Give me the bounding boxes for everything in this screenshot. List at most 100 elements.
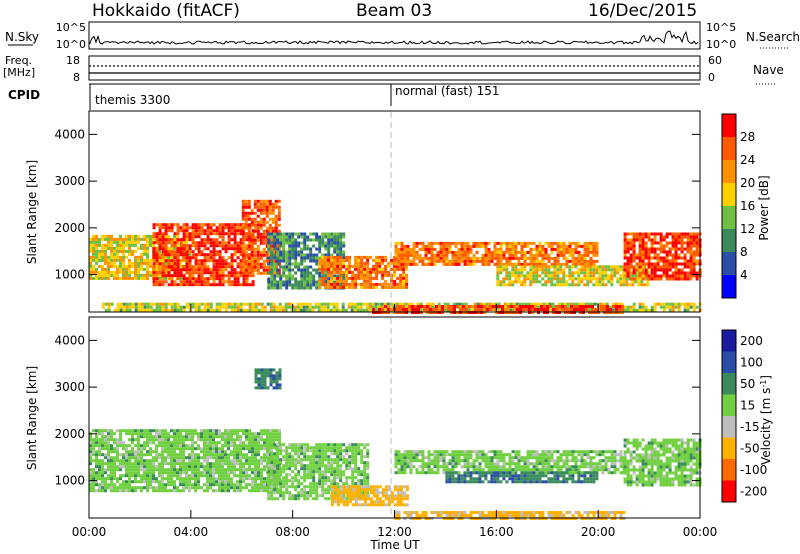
echo-cell	[321, 264, 325, 268]
echo-cell	[538, 247, 542, 251]
echo-cell	[185, 244, 189, 248]
echo-cell	[677, 277, 681, 281]
echo-cell	[230, 465, 233, 469]
echo-cell	[101, 243, 104, 247]
echo-cell	[570, 308, 573, 311]
echo-cell	[279, 274, 283, 278]
echo-cell	[218, 453, 221, 457]
echo-cell	[116, 273, 119, 277]
echo-cell	[274, 217, 278, 221]
echo-cell	[496, 265, 500, 269]
echo-cell	[300, 259, 304, 263]
echo-cell	[291, 277, 295, 281]
echo-cell	[263, 305, 267, 309]
echo-cell	[513, 308, 516, 311]
echo-cell	[146, 465, 149, 469]
echo-cell	[185, 271, 189, 275]
echo-cell	[508, 253, 512, 257]
echo-cell	[303, 232, 307, 236]
echo-cell	[182, 477, 185, 481]
echo-cell	[638, 302, 642, 306]
echo-cell	[538, 250, 542, 254]
echo-cell	[149, 308, 153, 312]
echo-cell	[215, 477, 218, 481]
echo-cell	[415, 241, 419, 245]
echo-cell	[182, 238, 186, 242]
echo-cell	[330, 273, 334, 277]
echo-cell	[439, 244, 443, 248]
echo-cell	[354, 282, 358, 286]
echo-cell	[95, 483, 98, 487]
echo-cell	[556, 268, 560, 272]
echo-cell	[665, 235, 669, 239]
echo-cell	[185, 468, 188, 472]
echo-cell	[586, 283, 590, 287]
echo-cell	[113, 308, 117, 312]
echo-cell	[595, 283, 599, 287]
echo-cell	[689, 265, 693, 269]
echo-cell	[263, 444, 266, 448]
echo-cell	[418, 247, 422, 251]
echo-cell	[194, 259, 198, 263]
echo-cell	[393, 270, 397, 274]
echo-cell	[593, 302, 597, 306]
echo-cell	[239, 429, 242, 433]
echo-cell	[92, 240, 95, 244]
echo-cell	[288, 458, 292, 462]
echo-cell	[273, 256, 277, 260]
echo-cell	[689, 262, 693, 266]
echo-cell	[520, 250, 524, 254]
echo-cell	[140, 453, 143, 457]
echo-cell	[360, 261, 364, 265]
echo-cell	[378, 258, 382, 262]
echo-cell	[516, 308, 519, 311]
echo-cell	[104, 276, 107, 280]
echo-cell	[429, 305, 432, 308]
echo-cell	[206, 453, 209, 457]
echo-cell	[185, 444, 188, 448]
echo-cell	[125, 264, 128, 268]
echo-cell	[182, 305, 186, 309]
echo-cell	[623, 274, 627, 278]
echo-cell	[632, 271, 636, 275]
echo-cell	[230, 438, 233, 442]
echo-cell	[296, 305, 300, 309]
echo-cell	[430, 259, 434, 263]
echo-cell	[273, 458, 277, 462]
echo-cell	[140, 489, 143, 493]
echo-cell	[489, 308, 492, 311]
echo-cell	[209, 465, 212, 469]
echo-cell	[143, 273, 146, 277]
echo-cell	[299, 305, 303, 309]
echo-cell	[695, 235, 699, 239]
echo-cell	[233, 438, 236, 442]
echo-cell	[354, 255, 358, 259]
echo-cell	[244, 223, 248, 227]
echo-cell	[119, 453, 122, 457]
echo-cell	[164, 489, 167, 493]
echo-cell	[200, 262, 204, 266]
echo-cell	[182, 465, 185, 469]
echo-cell	[170, 468, 173, 472]
echo-cell	[665, 232, 669, 236]
echo-cell	[574, 247, 578, 251]
echo-cell	[164, 261, 167, 265]
echo-cell	[167, 229, 171, 233]
echo-cell	[273, 280, 277, 284]
echo-cell	[197, 438, 200, 442]
echo-cell	[489, 305, 492, 308]
echo-cell	[197, 283, 201, 287]
echo-cell	[339, 241, 343, 245]
echo-cell	[360, 282, 364, 286]
echo-cell	[668, 277, 672, 281]
echo-cell	[414, 308, 417, 311]
echo-cell	[641, 244, 645, 248]
noise-right-tick-bottom: 10^0	[706, 38, 736, 51]
echo-cell	[236, 456, 239, 460]
echo-cell	[445, 256, 449, 260]
echo-cell	[239, 253, 243, 257]
echo-cell	[562, 268, 566, 272]
echo-cell	[357, 261, 361, 265]
echo-cell	[218, 441, 221, 445]
echo-cell	[619, 283, 623, 287]
